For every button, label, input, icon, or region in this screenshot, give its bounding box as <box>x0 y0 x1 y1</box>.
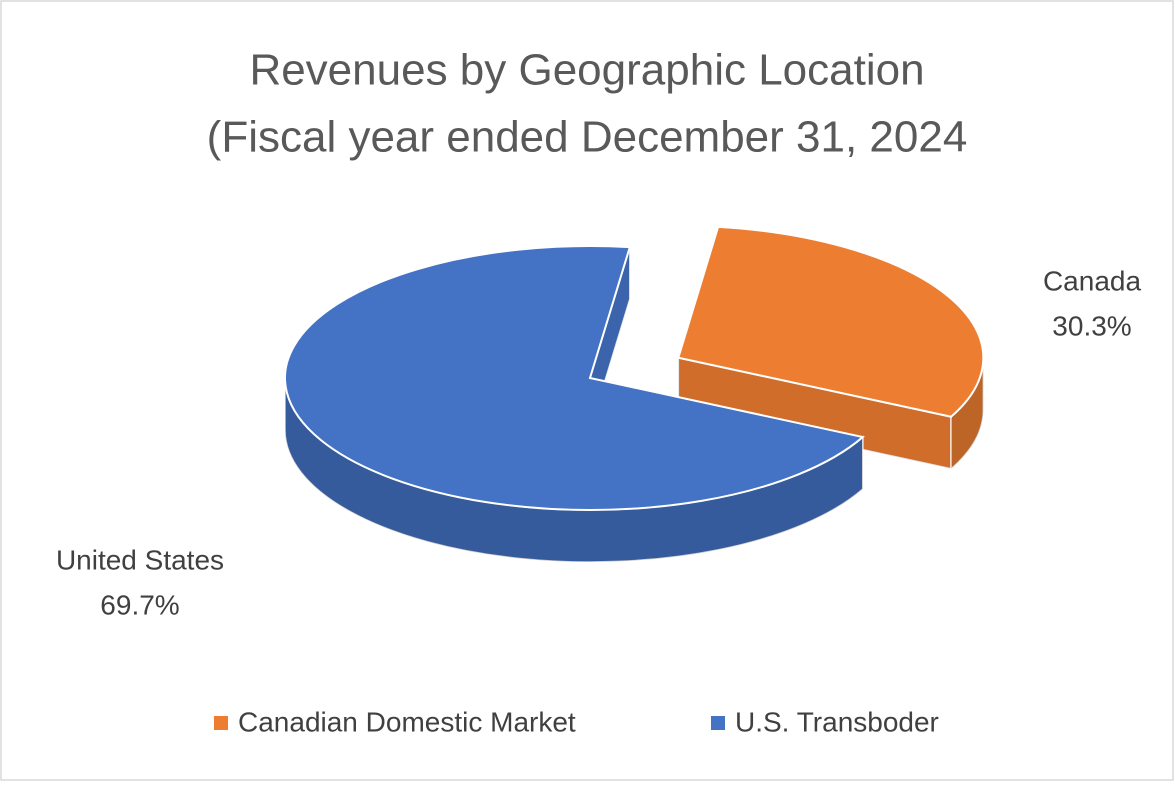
chart-title: Revenues by Geographic Location <box>249 46 924 95</box>
legend-swatch <box>214 716 228 730</box>
slice-shade <box>678 357 952 469</box>
data-label: Canada <box>1043 265 1142 296</box>
slice <box>677 225 985 418</box>
slice <box>284 245 865 511</box>
legend-swatch <box>711 716 725 730</box>
legend-label: Canadian Domestic Market <box>238 706 576 737</box>
slice-shade <box>285 378 863 562</box>
data-label: 30.3% <box>1052 310 1131 341</box>
legend-label: U.S. Transboder <box>735 706 939 737</box>
chart-title: (Fiscal year ended December 31, 2024 <box>207 113 968 162</box>
data-label: 69.7% <box>100 589 179 620</box>
data-label: United States <box>56 544 224 575</box>
pie <box>284 225 985 563</box>
slice-shade <box>951 357 984 469</box>
